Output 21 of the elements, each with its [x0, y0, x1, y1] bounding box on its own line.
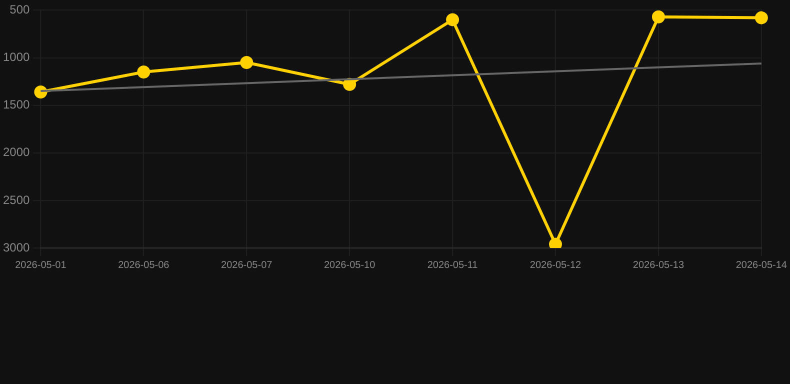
y-tick-label: 2000	[2, 145, 30, 160]
point	[240, 56, 254, 70]
x-tick-label: 2026-05-01	[15, 260, 67, 271]
x-tick-label: 2026-05-12	[530, 260, 582, 271]
point	[137, 66, 150, 79]
x-tick-label: 2026-05-10	[324, 260, 376, 271]
y-tick-label: 3000	[2, 240, 30, 254]
x-tick-label: 2026-05-14	[736, 260, 788, 271]
point	[754, 11, 768, 24]
x-tick-label: 2026-05-13	[632, 260, 684, 271]
y-tick-label: 1500	[2, 98, 30, 112]
y-tick-label: 1000	[2, 50, 30, 64]
x-tick-label: 2026-05-07	[221, 260, 273, 271]
x-tick-label: 2026-05-06	[118, 260, 170, 271]
y-tick-label: 500	[10, 2, 30, 17]
point	[549, 238, 562, 248]
y-tick-label: 2500	[2, 192, 30, 207]
point	[343, 78, 356, 91]
point	[652, 10, 665, 24]
x-tick-label: 2026-05-11	[427, 260, 478, 271]
point	[446, 13, 460, 26]
